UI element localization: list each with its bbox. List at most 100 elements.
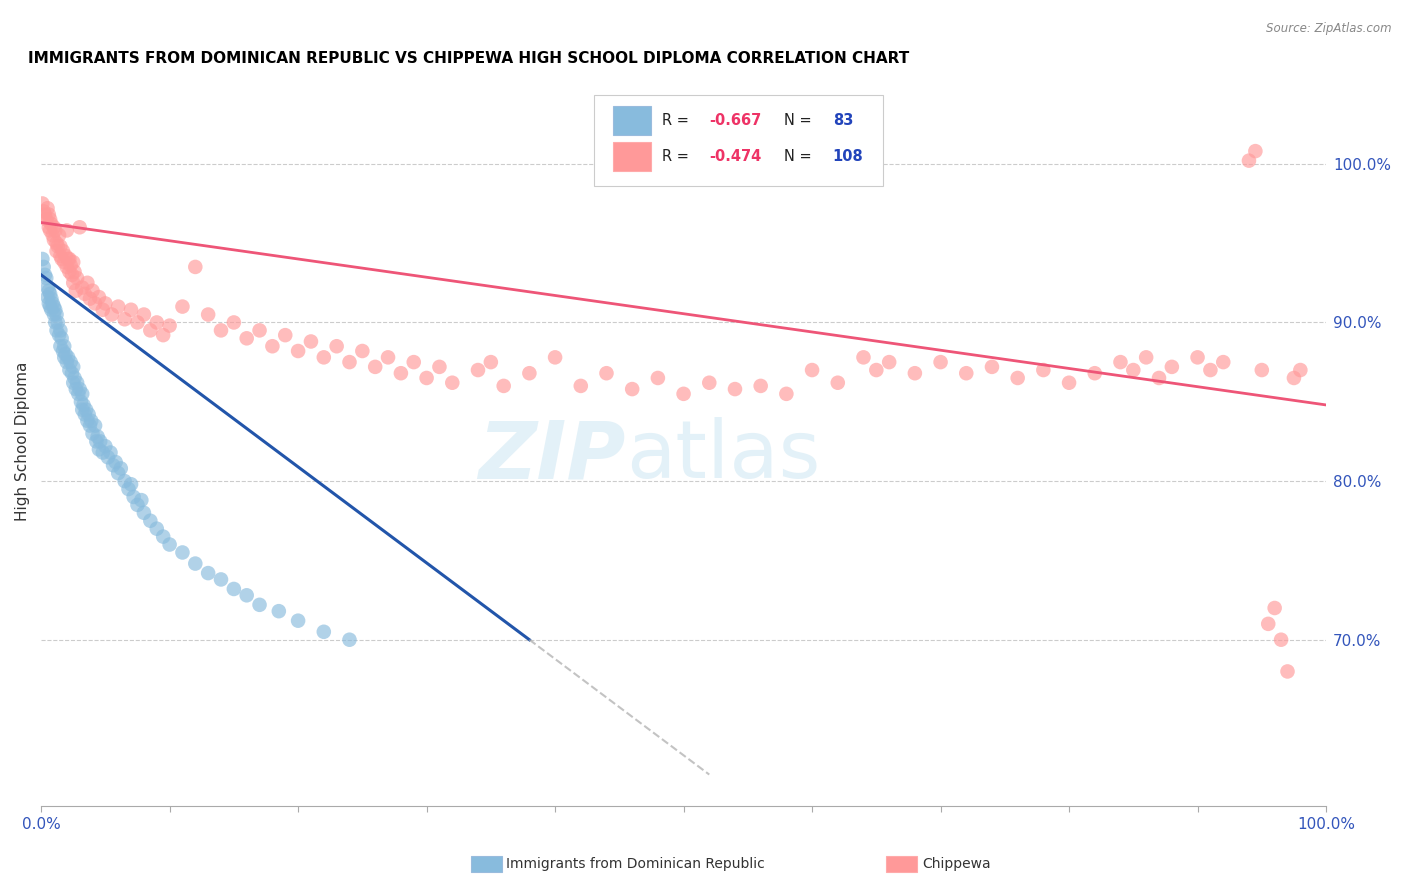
Point (1032, 363, 1054, 377)
Text: Source: ZipAtlas.com: Source: ZipAtlas.com (1267, 22, 1392, 36)
Point (647, 371, 669, 385)
Point (37, 280, 59, 294)
Point (62, 276, 84, 290)
Point (65, 382, 87, 396)
Point (45, 244, 67, 258)
Point (97, 450, 120, 465)
Point (262, 339, 284, 353)
Point (63, 371, 86, 385)
Point (39, 300, 62, 314)
Point (312, 624, 335, 639)
Point (209, 573, 232, 587)
Point (352, 344, 374, 359)
Point (49, 239, 72, 253)
Point (1250, 363, 1272, 377)
Point (1160, 359, 1182, 374)
Point (49, 323, 72, 337)
Point (37, 201, 59, 215)
Point (46, 239, 69, 253)
Point (104, 455, 127, 469)
Point (42, 308, 65, 322)
Point (197, 566, 219, 580)
Point (45, 236, 67, 251)
Text: 83: 83 (832, 113, 853, 128)
Point (479, 355, 502, 369)
Point (139, 514, 162, 528)
Point (1187, 351, 1209, 365)
Point (46, 315, 69, 329)
Text: R =: R = (662, 113, 693, 128)
Point (31, 252, 53, 266)
Point (84, 296, 107, 310)
Point (267, 604, 290, 618)
Point (70, 387, 93, 401)
Point (389, 366, 412, 380)
Point (1257, 616, 1279, 631)
Point (56, 252, 79, 266)
Point (41, 292, 63, 306)
Point (42, 233, 65, 247)
Point (117, 482, 139, 496)
Point (73, 408, 96, 422)
Point (132, 308, 155, 322)
Point (145, 315, 167, 329)
Point (32, 204, 55, 219)
Point (981, 359, 1004, 374)
Point (51, 331, 73, 345)
Point (1264, 601, 1286, 615)
Point (312, 351, 335, 365)
Point (67, 387, 90, 401)
Point (91, 445, 114, 459)
Text: IMMIGRANTS FROM DOMINICAN REPUBLIC VS CHIPPEWA HIGH SCHOOL DIPLOMA CORRELATION C: IMMIGRANTS FROM DOMINICAN REPUBLIC VS CH… (28, 51, 910, 66)
Point (131, 493, 153, 508)
Point (52, 344, 75, 359)
FancyBboxPatch shape (613, 106, 651, 135)
Point (38, 296, 60, 310)
Point (45, 308, 67, 322)
Point (66, 271, 89, 285)
Text: -0.667: -0.667 (709, 113, 762, 128)
Point (42, 300, 65, 314)
Point (955, 366, 977, 380)
Point (94, 439, 117, 453)
Text: Chippewa: Chippewa (922, 857, 991, 871)
Point (31, 196, 53, 211)
Point (41, 296, 63, 310)
Point (62, 255, 84, 269)
Point (519, 366, 541, 380)
Point (44, 223, 66, 237)
Point (110, 461, 132, 475)
Point (1237, 153, 1260, 168)
Point (749, 379, 772, 393)
Point (89, 434, 111, 449)
Point (127, 315, 149, 329)
Point (66, 376, 89, 390)
Point (49, 339, 72, 353)
Point (38, 208, 60, 222)
Point (1109, 355, 1132, 369)
Point (865, 363, 887, 377)
Point (86, 430, 108, 444)
Y-axis label: High School Diploma: High School Diploma (15, 362, 30, 521)
Point (1147, 371, 1170, 385)
Point (55, 249, 77, 263)
Point (45, 323, 67, 337)
Point (72, 398, 94, 412)
Point (62, 359, 84, 374)
Point (100, 445, 122, 459)
Point (775, 387, 797, 401)
Point (59, 258, 82, 272)
Point (724, 382, 747, 396)
Point (1199, 363, 1222, 377)
Point (249, 323, 271, 337)
Point (249, 598, 271, 612)
Point (82, 284, 104, 298)
Point (56, 351, 79, 365)
Point (53, 351, 76, 365)
Point (595, 366, 617, 380)
Point (91, 302, 114, 317)
FancyBboxPatch shape (613, 142, 651, 171)
Point (79, 418, 101, 433)
Point (94, 296, 117, 310)
Point (904, 366, 927, 380)
